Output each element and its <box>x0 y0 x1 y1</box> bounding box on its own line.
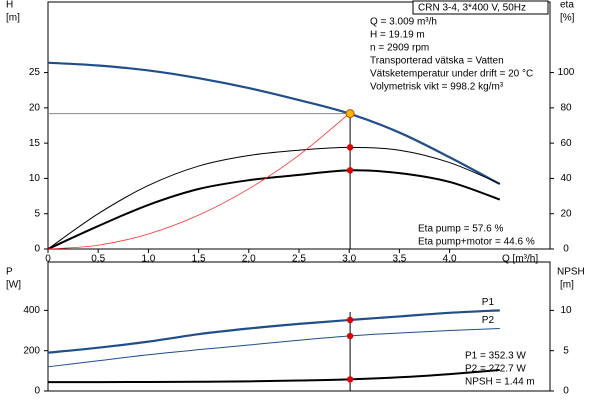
y-label: H <box>6 0 13 11</box>
y-tick-label: 15 <box>29 138 41 149</box>
y-tick-label: 20 <box>29 102 41 113</box>
operating-point <box>346 144 354 151</box>
x-tick-label: 4,0 <box>443 254 457 265</box>
operating-point <box>346 316 354 324</box>
y2-tick-label: 20 <box>560 208 572 219</box>
x-tick-label: 1,5 <box>192 254 206 265</box>
y-unit: [W] <box>6 280 21 291</box>
info: Volymetrisk vikt = 998.2 kg/m³ <box>370 82 504 93</box>
y-tick-label: 400 <box>23 305 40 316</box>
x-tick-label: 0 <box>45 254 51 265</box>
y-tick-label: 200 <box>23 345 40 356</box>
operating-point <box>346 332 354 340</box>
info: H = 19.19 m <box>370 30 425 41</box>
y2-label: eta <box>560 0 574 11</box>
info: NPSH = 1.44 m <box>465 377 535 388</box>
operating-point <box>346 376 354 383</box>
eta-text: Eta pump = 57.6 % <box>418 224 503 235</box>
info: n = 2909 rpm <box>370 43 429 54</box>
x-tick-label: 0,5 <box>91 254 105 265</box>
y-tick-label: 10 <box>29 173 41 184</box>
plot-frame <box>47 261 551 392</box>
y-tick-label: 5 <box>34 208 40 219</box>
x-tick-label: 2,5 <box>292 254 306 265</box>
info: Q = 3.009 m³/h <box>370 17 437 28</box>
x-label: Q [m³/h] <box>502 254 538 265</box>
info: Vätsketemperatur under drift = 20 °C <box>370 69 533 80</box>
y2-unit: [m] <box>560 280 574 291</box>
curve-label: P1 <box>482 297 495 308</box>
x-tick-label: 3,0 <box>342 254 356 265</box>
y2-tick-label: 80 <box>560 102 572 113</box>
curve-label: P2 <box>482 315 495 326</box>
operating-point <box>345 109 355 119</box>
y-tick-label: 25 <box>29 67 41 78</box>
y2-tick-label: 0 <box>563 244 569 255</box>
header-box <box>412 0 549 15</box>
y2-tick-label: 60 <box>560 138 572 149</box>
curve <box>47 309 500 354</box>
curve <box>47 328 500 368</box>
x-tick-label: 1,0 <box>141 254 155 265</box>
curve <box>47 113 350 250</box>
x-tick-label: 2,0 <box>242 254 256 265</box>
y2-label: NPSH <box>557 267 585 278</box>
header: CRN 3-4, 3*400 V, 50Hz <box>418 3 526 14</box>
curve <box>47 169 501 250</box>
y-unit: [m] <box>6 13 20 24</box>
curve <box>47 61 501 186</box>
y-tick-label: 0 <box>34 386 40 397</box>
operating-point <box>346 167 354 174</box>
plot-frame <box>47 1 551 250</box>
y2-unit: [%] <box>560 13 575 24</box>
y-tick-label: 0 <box>34 244 40 255</box>
y2-tick-label: 0 <box>563 386 569 397</box>
y2-tick-label: 10 <box>560 305 572 316</box>
x-tick-label: 3,5 <box>392 254 406 265</box>
y-label: P <box>6 267 13 278</box>
info: Transporterad vätska = Vatten <box>370 56 504 67</box>
y2-tick-label: 40 <box>560 173 572 184</box>
info: P2 = 272.7 W <box>465 364 526 375</box>
info: P1 = 352.3 W <box>465 351 526 362</box>
curve <box>47 146 500 250</box>
y2-tick-label: 5 <box>563 345 569 356</box>
y2-tick-label: 100 <box>558 67 575 78</box>
curve <box>47 369 500 384</box>
eta-text: Eta pump+motor = 44.6 % <box>418 237 535 248</box>
